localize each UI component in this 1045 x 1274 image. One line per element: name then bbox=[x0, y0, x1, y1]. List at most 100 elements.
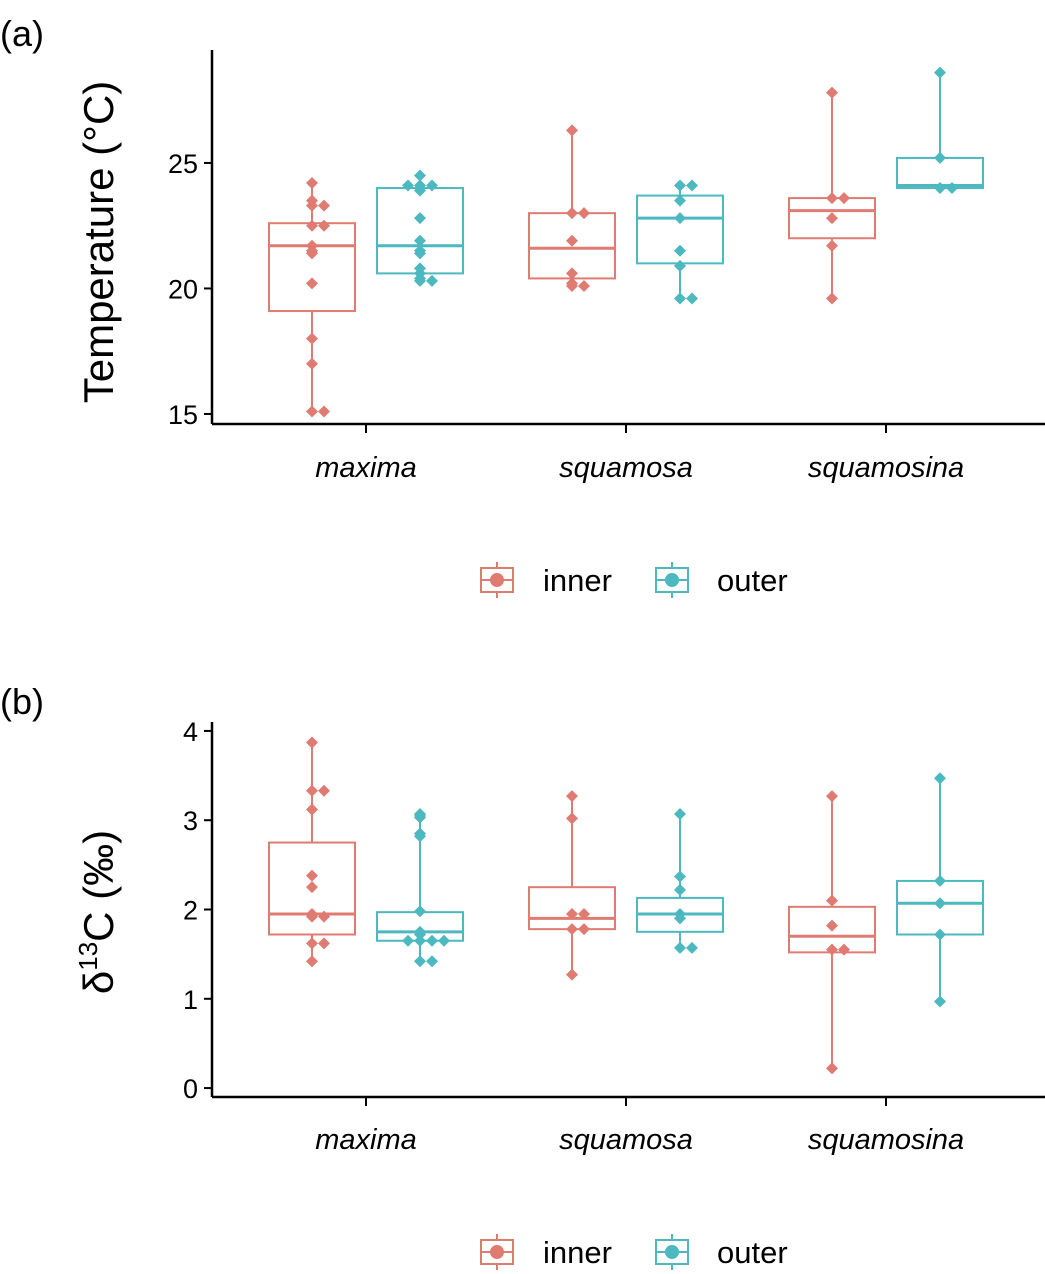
data-point bbox=[838, 943, 850, 956]
y-tick-label: 1 bbox=[183, 985, 198, 1015]
data-point bbox=[826, 919, 838, 932]
box-inner-squamosina bbox=[788, 790, 876, 1075]
data-point bbox=[414, 274, 426, 287]
legend-label-outer: outer bbox=[717, 563, 788, 598]
data-point bbox=[306, 803, 318, 816]
data-point bbox=[674, 870, 686, 883]
data-point bbox=[426, 934, 438, 947]
data-point bbox=[566, 267, 578, 280]
data-point bbox=[674, 194, 686, 207]
panel-a-y-axis-label: Temperature (°C) bbox=[75, 81, 122, 404]
data-point bbox=[402, 934, 414, 947]
data-point bbox=[566, 812, 578, 825]
data-point bbox=[306, 910, 318, 923]
x-category-label-maxima: maxima bbox=[315, 452, 417, 484]
data-point bbox=[578, 923, 590, 936]
y-tick-label: 2 bbox=[183, 896, 198, 926]
data-point bbox=[826, 212, 838, 225]
data-point bbox=[674, 212, 686, 225]
panel-a: (a) Temperature (°C) inner outer 15 20 25 m… bbox=[0, 13, 1045, 598]
data-point bbox=[826, 192, 838, 205]
panel-b-legend: inner outer bbox=[480, 1234, 788, 1270]
data-point bbox=[306, 277, 318, 290]
data-point bbox=[306, 219, 318, 232]
data-point bbox=[566, 124, 578, 137]
data-point bbox=[318, 937, 330, 950]
y-tick-label: 20 bbox=[168, 274, 198, 304]
data-point bbox=[318, 199, 330, 212]
data-point bbox=[414, 928, 426, 941]
data-point bbox=[414, 934, 426, 947]
data-point bbox=[934, 772, 946, 785]
data-point bbox=[826, 943, 838, 956]
box-inner-squamosa bbox=[528, 790, 616, 981]
data-point bbox=[438, 934, 450, 947]
data-point bbox=[578, 279, 590, 292]
data-point bbox=[674, 292, 686, 305]
data-point bbox=[566, 279, 578, 292]
data-point bbox=[934, 151, 946, 164]
data-point bbox=[414, 811, 426, 824]
data-point bbox=[306, 247, 318, 260]
data-point bbox=[686, 179, 698, 192]
data-point bbox=[934, 182, 946, 195]
data-point bbox=[426, 274, 438, 287]
box-iqr bbox=[268, 222, 356, 313]
box-outer-maxima bbox=[376, 169, 464, 287]
data-point bbox=[674, 883, 686, 896]
data-point bbox=[674, 179, 686, 192]
panel-a-legend: inner outer bbox=[480, 562, 788, 598]
data-point bbox=[566, 923, 578, 936]
data-point bbox=[414, 212, 426, 225]
x-category-label-squamosa: squamosa bbox=[559, 452, 693, 484]
box-iqr bbox=[268, 841, 356, 936]
x-category-label-squamosina: squamosina bbox=[808, 452, 964, 484]
data-point bbox=[414, 955, 426, 968]
data-point bbox=[306, 357, 318, 370]
data-point bbox=[566, 907, 578, 920]
legend-swatch-inner bbox=[480, 562, 514, 598]
data-point bbox=[402, 179, 414, 192]
data-point bbox=[826, 790, 838, 803]
legend-swatch-inner bbox=[480, 1234, 514, 1270]
x-category-label-squamosina: squamosina bbox=[808, 1124, 964, 1156]
data-point bbox=[306, 869, 318, 882]
data-point bbox=[566, 968, 578, 981]
y-tick-label: 4 bbox=[183, 717, 198, 747]
legend-swatch-outer bbox=[655, 1234, 689, 1270]
data-point bbox=[414, 830, 426, 843]
y-tick-label: 3 bbox=[183, 806, 198, 836]
legend-label-inner: inner bbox=[543, 563, 612, 598]
data-point bbox=[566, 234, 578, 247]
data-point bbox=[306, 405, 318, 418]
data-point bbox=[566, 790, 578, 803]
data-point bbox=[578, 907, 590, 920]
data-point bbox=[826, 894, 838, 907]
data-point bbox=[674, 941, 686, 954]
data-point bbox=[306, 881, 318, 894]
data-point bbox=[946, 182, 958, 195]
data-point bbox=[674, 912, 686, 925]
data-point bbox=[686, 941, 698, 954]
data-point bbox=[306, 784, 318, 797]
y-label-delta: δ bbox=[75, 971, 122, 994]
data-point bbox=[414, 905, 426, 918]
y-tick-label: 0 bbox=[183, 1074, 198, 1104]
data-point bbox=[934, 995, 946, 1008]
data-point bbox=[934, 897, 946, 910]
data-point bbox=[674, 807, 686, 820]
data-point bbox=[426, 179, 438, 192]
data-point bbox=[414, 184, 426, 197]
data-point bbox=[934, 874, 946, 887]
data-point bbox=[318, 784, 330, 797]
panel-b: (b) δ13C (‰) inner outer 0 1 2 3 4 maxima squa… bbox=[0, 681, 1045, 1270]
data-point bbox=[318, 405, 330, 418]
data-point bbox=[414, 247, 426, 260]
data-point bbox=[566, 207, 578, 220]
box-iqr bbox=[376, 187, 464, 275]
y-label-rest: C (‰) bbox=[75, 830, 122, 942]
data-point bbox=[318, 910, 330, 923]
y-tick-label: 15 bbox=[168, 400, 198, 430]
data-point bbox=[826, 1062, 838, 1075]
box-outer-squamosa bbox=[636, 807, 724, 954]
